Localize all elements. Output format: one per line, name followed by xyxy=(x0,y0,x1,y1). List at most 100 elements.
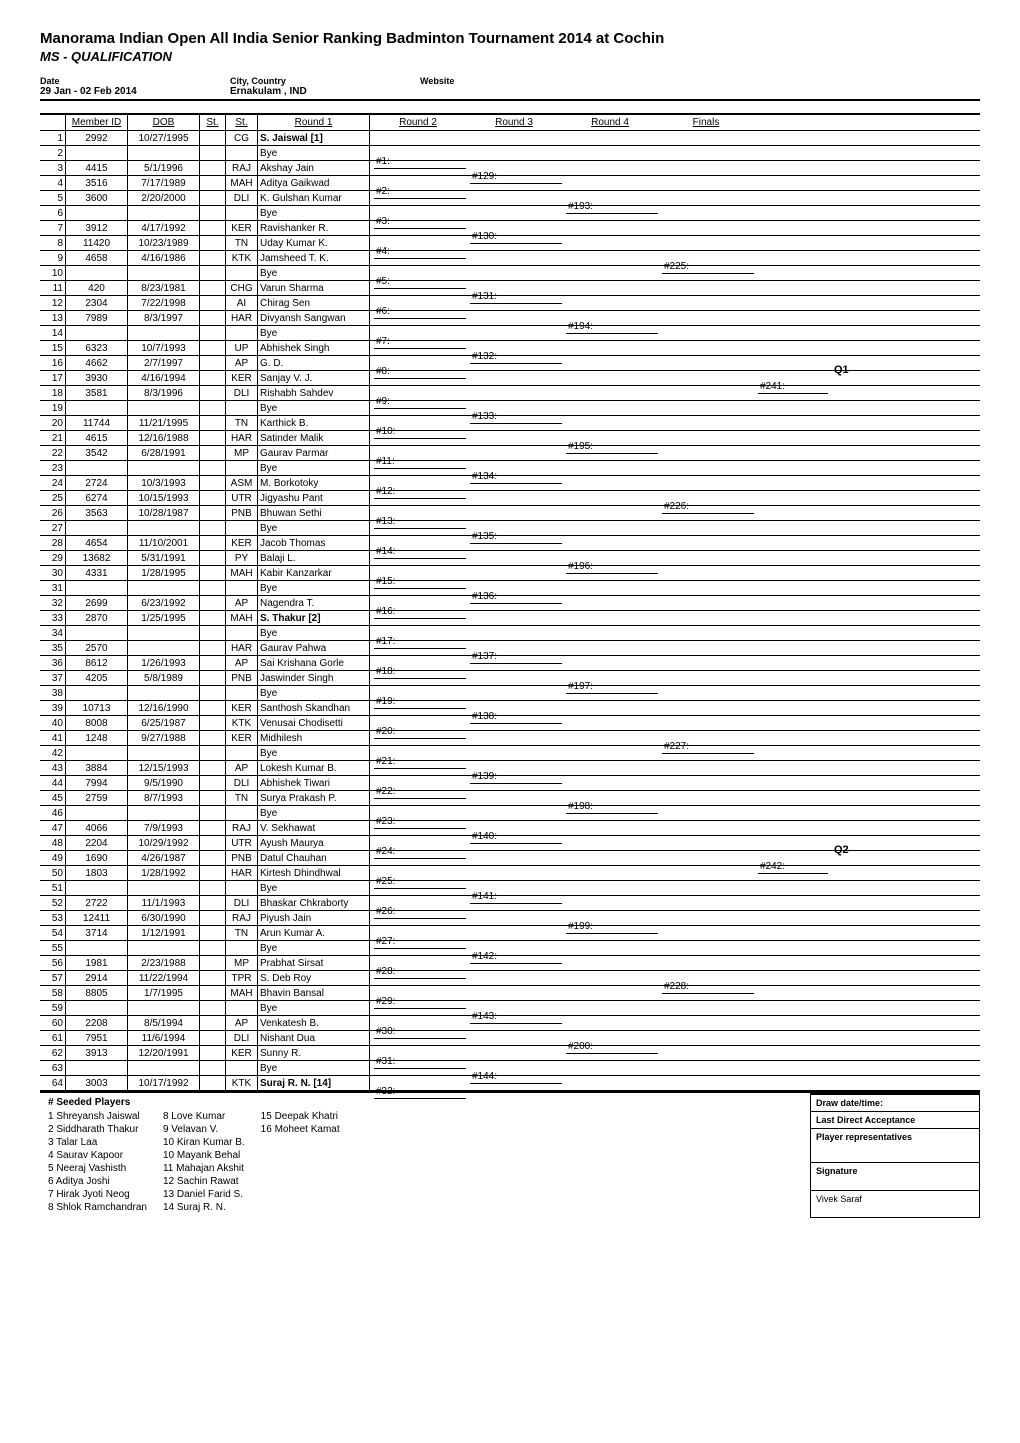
match-label: #5: xyxy=(374,274,466,289)
match-label: #200: xyxy=(566,1039,658,1054)
match-label: #133: xyxy=(470,409,562,424)
website-label: Website xyxy=(420,76,610,86)
spacer xyxy=(40,103,980,115)
table-row: 1379898/3/1997HARDivyansh Sangwan xyxy=(40,311,980,326)
seed-entry: 5 Neeraj Vashisth xyxy=(48,1162,147,1175)
seed-entry: 14 Suraj R. N. xyxy=(163,1201,245,1214)
match-label: #6: xyxy=(374,304,466,319)
hdr-fin: Finals xyxy=(658,115,754,130)
match-label: #132: xyxy=(470,349,562,364)
match-label: #138: xyxy=(470,709,562,724)
table-row: 53124116/30/1990RAJPiyush Jain xyxy=(40,911,980,926)
table-row: 5888051/7/1995MAHBhavin Bansal xyxy=(40,986,980,1001)
match-label: #14: xyxy=(374,544,466,559)
table-row: 38Bye xyxy=(40,686,980,701)
table-row: 4527598/7/1993TNSurya Prakash P. xyxy=(40,791,980,806)
subtitle: MS - QUALIFICATION xyxy=(40,49,980,64)
match-label: #227: xyxy=(662,739,754,754)
match-label: #136: xyxy=(470,589,562,604)
match-label: #23: xyxy=(374,814,466,829)
seed-entry: 16 Moheet Kamat xyxy=(261,1123,340,1136)
date-value: 29 Jan - 02 Feb 2014 xyxy=(40,86,230,97)
match-label: #3: xyxy=(374,214,466,229)
table-row: 62391312/20/1991KERSunny R. xyxy=(40,1046,980,1061)
info-box: Draw date/time: Last Direct Acceptance P… xyxy=(810,1093,980,1218)
match-label: #140: xyxy=(470,829,562,844)
hdr-r3: Round 3 xyxy=(466,115,562,130)
match-label: #25: xyxy=(374,874,466,889)
seed-entry: 8 Shlok Ramchandran xyxy=(48,1201,147,1214)
table-row: 14Bye xyxy=(40,326,980,341)
qualifier-label: Q1 xyxy=(834,364,849,376)
table-row: 3742055/8/1989PNBJaswinder Singh xyxy=(40,671,980,686)
match-label: #18: xyxy=(374,664,466,679)
table-row: 2235426/28/1991MPGaurav Parmar xyxy=(40,446,980,461)
seed-entry: 7 Hirak Jyoti Neog xyxy=(48,1188,147,1201)
seed-entry: 15 Deepak Khatri xyxy=(261,1110,340,1123)
table-row: 61795111/6/1994DLINishant Dua xyxy=(40,1031,980,1046)
hdr-st1: St. xyxy=(200,115,226,130)
table-row: 25627410/15/1993UTRJigyashu Pant xyxy=(40,491,980,506)
match-label: #144: xyxy=(470,1069,562,1084)
match-label: #198: xyxy=(566,799,658,814)
table-row: 3043311/28/1995MAHKabir Kanzarkar xyxy=(40,566,980,581)
hdr-r1: Round 1 xyxy=(258,115,370,130)
table-row: 26356310/28/1987PNBBhuwan Sethi xyxy=(40,506,980,521)
city-value: Ernakulam , IND xyxy=(230,86,420,97)
seed-entry: 2 Siddharath Thakur xyxy=(48,1123,147,1136)
seed-entry: 9 Velavan V. xyxy=(163,1123,245,1136)
match-label: #242: xyxy=(758,859,828,874)
match-label: #12: xyxy=(374,484,466,499)
match-label: #8: xyxy=(374,364,466,379)
last-direct: Last Direct Acceptance xyxy=(811,1111,979,1128)
match-label: #9: xyxy=(374,394,466,409)
match-label: #194: xyxy=(566,319,658,334)
match-label: #28: xyxy=(374,964,466,979)
table-row: 6Bye xyxy=(40,206,980,221)
match-label: #241: xyxy=(758,379,828,394)
table-header: Member ID DOB St. St. Round 1 Round 2 Ro… xyxy=(40,115,980,131)
match-label: #29: xyxy=(374,994,466,1009)
draw-date: Draw date/time: xyxy=(811,1095,979,1111)
table-row: 2Bye xyxy=(40,146,980,161)
match-label: #143: xyxy=(470,1009,562,1024)
table-row: 1835818/3/1996DLIRishabh Sahdev xyxy=(40,386,980,401)
match-label: #129: xyxy=(470,169,562,184)
match-label: #10: xyxy=(374,424,466,439)
match-label: #139: xyxy=(470,769,562,784)
table-row: 57291411/22/1994TPRS. Deb Roy xyxy=(40,971,980,986)
match-label: #32: xyxy=(374,1084,466,1099)
signer: Vivek Saraf xyxy=(811,1190,979,1207)
table-row: 946584/16/1986KTKJamsheed T. K. xyxy=(40,251,980,266)
hdr-member: Member ID xyxy=(66,115,128,130)
seed-entry: 3 Talar Laa xyxy=(48,1136,147,1149)
match-label: #4: xyxy=(374,244,466,259)
table-row: 34Bye xyxy=(40,626,980,641)
match-label: #30: xyxy=(374,1024,466,1039)
match-label: #16: xyxy=(374,604,466,619)
match-label: #196: xyxy=(566,559,658,574)
city-label: City, Country xyxy=(230,76,420,86)
match-label: #141: xyxy=(470,889,562,904)
match-label: #137: xyxy=(470,649,562,664)
hdr-dob: DOB xyxy=(128,115,200,130)
title: Manorama Indian Open All India Senior Ra… xyxy=(40,30,980,47)
seed-entry: 12 Sachin Rawat xyxy=(163,1175,245,1188)
match-label: #226: xyxy=(662,499,754,514)
hdr-st2: St. xyxy=(226,115,258,130)
match-label: #131: xyxy=(470,289,562,304)
seed-entry: 10 Kiran Kumar B. xyxy=(163,1136,245,1149)
match-label: #225: xyxy=(662,259,754,274)
signature: Signature xyxy=(811,1162,979,1190)
match-label: #15: xyxy=(374,574,466,589)
table-row: 536002/20/2000DLIK. Gulshan Kumar xyxy=(40,191,980,206)
seed-entry: 4 Saurav Kapoor xyxy=(48,1149,147,1162)
seeds-header: # Seeded Players xyxy=(48,1097,147,1110)
match-label: #134: xyxy=(470,469,562,484)
table-row: 21461512/16/1988HARSatinder Malik xyxy=(40,431,980,446)
table-row: 1299210/27/1995CGS. Jaiswal [1] xyxy=(40,131,980,146)
seeds: # Seeded Players 1 Shreyansh Jaiswal2 Si… xyxy=(40,1091,980,1218)
match-label: #19: xyxy=(374,694,466,709)
rows: 1299210/27/1995CGS. Jaiswal [1]2Bye34415… xyxy=(40,131,980,1091)
bracket: Member ID DOB St. St. Round 1 Round 2 Ro… xyxy=(40,115,980,1091)
